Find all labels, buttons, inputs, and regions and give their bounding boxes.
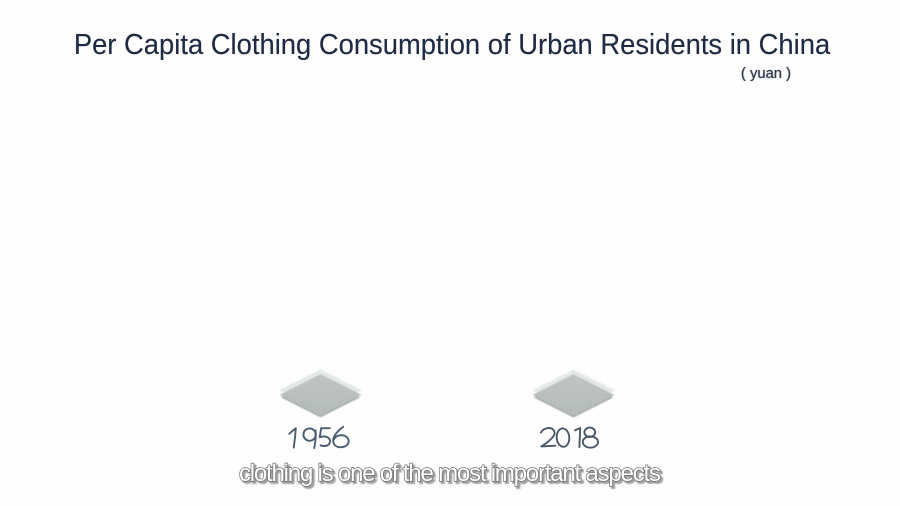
svg-text:clothing is one of the most im: clothing is one of the most important as… (239, 460, 661, 487)
svg-text:clothing is one of the most im: clothing is one of the most important as… (241, 462, 663, 489)
